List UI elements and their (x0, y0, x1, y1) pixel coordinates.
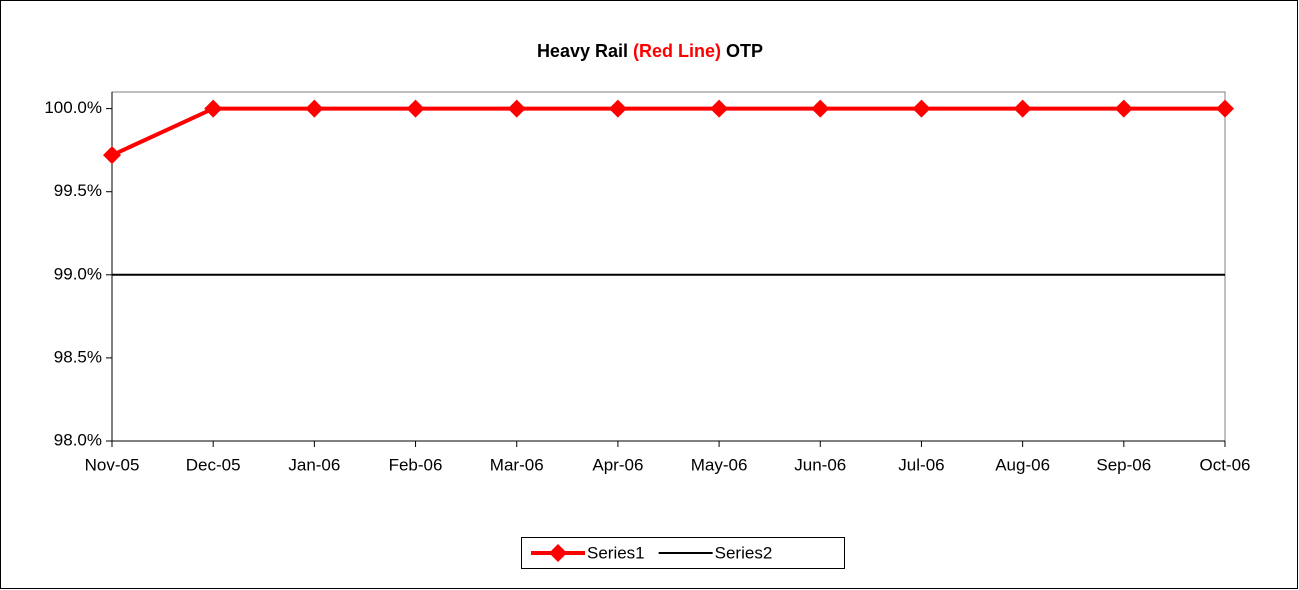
chart-title: Heavy Rail (Red Line) OTP (537, 41, 763, 61)
x-tick-label: Nov-05 (85, 455, 140, 474)
legend-label: Series2 (715, 543, 773, 562)
x-tick-label: Jul-06 (898, 455, 944, 474)
marker (1216, 99, 1234, 118)
x-tick-label: Apr-06 (592, 455, 643, 474)
y-tick-label: 98.5% (54, 347, 102, 366)
title-part: Heavy Rail (537, 41, 628, 61)
y-tick-label: 98.0% (54, 430, 102, 449)
x-tick-label: Jan-06 (288, 455, 340, 474)
x-tick-label: Oct-06 (1199, 455, 1250, 474)
title-part: (Red Line) (633, 41, 721, 61)
legend-label: Series1 (587, 543, 645, 562)
y-tick-label: 99.5% (54, 181, 102, 200)
marker (1114, 99, 1133, 118)
legend-marker (549, 544, 567, 562)
x-tick-label: Sep-06 (1096, 455, 1151, 474)
marker (305, 99, 324, 118)
marker (204, 99, 223, 118)
plot-area (111, 91, 1226, 442)
y-tick-label: 100.0% (44, 98, 102, 117)
marker (710, 99, 729, 118)
marker (912, 99, 931, 118)
marker (811, 99, 830, 118)
x-tick-label: Mar-06 (490, 455, 544, 474)
y-tick-label: 99.0% (54, 264, 102, 283)
marker (406, 99, 425, 118)
series-line (111, 106, 1225, 157)
marker (507, 99, 526, 118)
x-tick-label: Jun-06 (794, 455, 846, 474)
x-tick-label: May-06 (691, 455, 748, 474)
x-tick-label: Aug-06 (995, 455, 1050, 474)
x-tick-label: Feb-06 (389, 455, 443, 474)
x-tick-label: Dec-05 (186, 455, 241, 474)
marker (103, 146, 121, 165)
marker (608, 99, 627, 118)
title-part: OTP (726, 41, 763, 61)
marker (1013, 99, 1032, 118)
